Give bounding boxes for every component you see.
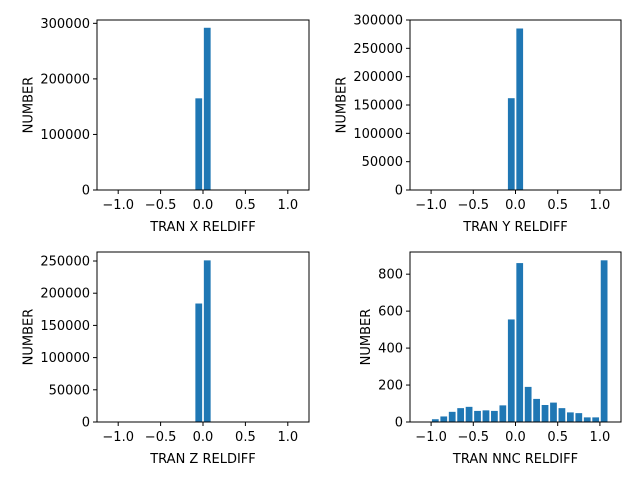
bar xyxy=(465,406,473,422)
x-axis-label: TRAN Z RELDIFF xyxy=(149,452,256,467)
bar xyxy=(516,263,524,422)
bar xyxy=(558,408,566,422)
y-tick-label: 200000 xyxy=(40,72,90,87)
x-tick-label: 0.0 xyxy=(505,430,526,445)
y-axis-label: NUMBER xyxy=(21,77,36,134)
bar xyxy=(491,410,498,422)
y-tick-label: 0 xyxy=(395,416,403,431)
x-tick-label: 1.0 xyxy=(277,430,298,445)
y-tick-label: 400 xyxy=(378,342,403,357)
x-tick-label: 0.5 xyxy=(547,430,568,445)
x-axis-label: TRAN Y RELDIFF xyxy=(462,220,568,235)
x-tick-label: 1.0 xyxy=(590,430,611,445)
bar xyxy=(203,27,211,191)
y-tick-label: 0 xyxy=(82,184,90,199)
x-tick-label: 0.5 xyxy=(235,430,256,445)
y-axis-label: NUMBER xyxy=(334,77,349,134)
axes-frame xyxy=(96,251,310,423)
bar xyxy=(195,98,203,190)
bar xyxy=(474,410,481,422)
y-tick-label: 50000 xyxy=(49,383,90,398)
bar xyxy=(507,98,515,190)
bar xyxy=(203,260,211,422)
y-tick-label: 250000 xyxy=(353,42,403,57)
x-tick-label: −1.0 xyxy=(102,198,134,213)
x-tick-label: −1.0 xyxy=(102,430,134,445)
bar xyxy=(575,413,583,422)
bar xyxy=(566,412,574,422)
y-tick-label: 0 xyxy=(395,184,403,199)
bar xyxy=(195,303,203,422)
x-tick-label: −1.0 xyxy=(415,198,447,213)
subplot-tran-x: −1.0 −0.5 0.0 0.5 1.0 0 100000 200000 300000 TRAN… xyxy=(21,17,310,235)
y-tick-label: 200000 xyxy=(353,70,403,85)
bar xyxy=(440,416,448,422)
bar xyxy=(533,398,540,422)
axes-frame xyxy=(409,251,622,423)
y-tick-label: 100000 xyxy=(40,128,90,143)
y-tick-label: 300000 xyxy=(353,14,403,29)
x-tick-label: −0.5 xyxy=(458,430,490,445)
bar xyxy=(516,28,524,190)
y-axis-label: NUMBER xyxy=(359,309,374,366)
bar xyxy=(507,319,515,422)
y-tick-label: 150000 xyxy=(353,99,403,114)
x-tick-label: 0.5 xyxy=(547,198,568,213)
x-axis-label: TRAN NNC RELDIFF xyxy=(452,452,578,467)
bar xyxy=(583,417,591,422)
x-tick-label: 1.0 xyxy=(590,198,611,213)
bar xyxy=(600,260,608,422)
bar xyxy=(457,408,465,422)
y-tick-label: 150000 xyxy=(40,319,90,334)
x-tick-label: 0.5 xyxy=(235,198,256,213)
bar xyxy=(448,411,456,422)
bar xyxy=(482,410,490,422)
x-tick-label: −0.5 xyxy=(145,430,177,445)
x-tick-label: −1.0 xyxy=(415,430,447,445)
x-axis-label: TRAN X RELDIFF xyxy=(149,220,256,235)
x-tick-label: −0.5 xyxy=(458,198,490,213)
x-tick-label: 1.0 xyxy=(277,198,298,213)
y-tick-label: 600 xyxy=(378,305,403,320)
subplot-tran-nnc: −1.0 −0.5 0.0 0.5 1.0 0 200 400 600 800 TRAN NNC R… xyxy=(359,251,622,467)
bar xyxy=(541,405,549,422)
bar xyxy=(524,386,532,422)
x-tick-label: −0.5 xyxy=(145,198,177,213)
x-tick-label: 0.0 xyxy=(193,430,214,445)
x-tick-label: 0.0 xyxy=(505,198,526,213)
axes-frame xyxy=(96,19,310,191)
axes-frame xyxy=(409,19,622,191)
y-tick-label: 300000 xyxy=(40,17,90,32)
y-tick-label: 100000 xyxy=(40,351,90,366)
y-tick-label: 200000 xyxy=(40,287,90,302)
bar xyxy=(499,405,507,422)
bar xyxy=(431,419,439,422)
subplot-tran-y: −1.0 −0.5 0.0 0.5 1.0 0 50000 100000 150000 20000… xyxy=(334,14,622,235)
y-tick-label: 0 xyxy=(82,416,90,431)
y-tick-label: 200 xyxy=(378,379,403,394)
y-axis-label: NUMBER xyxy=(21,309,36,366)
y-tick-label: 100000 xyxy=(353,127,403,142)
bar xyxy=(550,402,557,422)
x-tick-label: 0.0 xyxy=(193,198,214,213)
subplot-tran-z: −1.0 −0.5 0.0 0.5 1.0 0 50000 100000 150000 20000… xyxy=(21,251,310,467)
y-tick-label: 50000 xyxy=(362,155,403,170)
bar xyxy=(592,417,600,422)
y-tick-label: 250000 xyxy=(40,255,90,270)
y-tick-label: 800 xyxy=(378,268,403,283)
